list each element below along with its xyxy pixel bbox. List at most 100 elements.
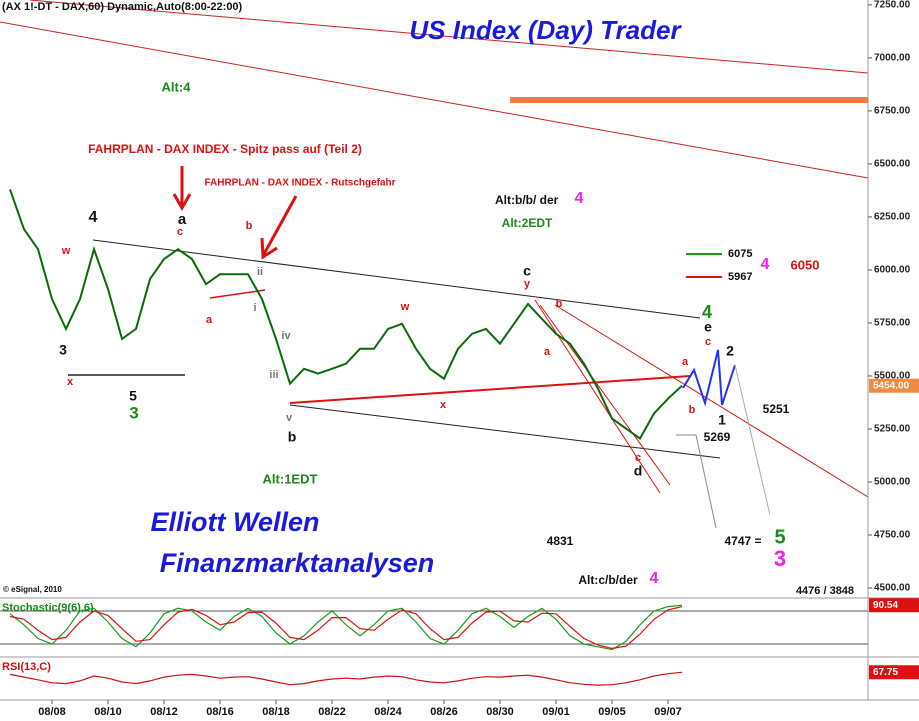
annotation: y bbox=[524, 278, 531, 290]
panel-title: Stochastic(9(6),6) bbox=[2, 602, 94, 614]
annotation: US Index (Day) Trader bbox=[409, 15, 682, 45]
annotation: 4831 bbox=[547, 534, 574, 548]
trend-line bbox=[29, 0, 869, 74]
y-tick-label: 5750.00 bbox=[874, 318, 911, 329]
annotation: Elliott Wellen bbox=[150, 507, 319, 537]
trend-line bbox=[289, 404, 721, 459]
y-tick-label: 4750.00 bbox=[874, 530, 911, 541]
annotation: x bbox=[440, 399, 447, 411]
x-tick-label: 08/26 bbox=[430, 706, 458, 718]
y-tick-label: 6500.00 bbox=[874, 159, 911, 170]
x-tick-label: 09/01 bbox=[542, 706, 570, 718]
value-box bbox=[869, 665, 919, 680]
annotation: b bbox=[246, 220, 253, 232]
projection bbox=[676, 434, 717, 529]
annotation: iii bbox=[269, 369, 278, 381]
annotation: 5967 bbox=[728, 271, 752, 283]
annotation: Alt:b/b/ der bbox=[495, 193, 559, 207]
annotation: 2 bbox=[726, 343, 734, 359]
annotation: i bbox=[253, 302, 256, 314]
annotation: a bbox=[682, 356, 689, 368]
value-label: 5454.00 bbox=[873, 380, 910, 391]
data-line bbox=[9, 671, 683, 686]
annotation: Alt:1EDT bbox=[263, 471, 318, 486]
y-tick-label: 7000.00 bbox=[874, 53, 911, 64]
annotation: x bbox=[67, 376, 74, 388]
y-tick-label: 5500.00 bbox=[874, 371, 911, 382]
x-tick-label: 08/18 bbox=[262, 706, 290, 718]
annotation: a bbox=[206, 314, 213, 326]
annotation: c bbox=[705, 336, 711, 348]
annotation: 4747 = bbox=[724, 534, 761, 548]
x-tick-label: 09/07 bbox=[654, 706, 682, 718]
y-tick-label: 6750.00 bbox=[874, 106, 911, 117]
annotation: © eSignal, 2010 bbox=[3, 585, 62, 594]
annotation: v bbox=[286, 412, 293, 424]
arrow bbox=[260, 195, 298, 260]
annotation: FAHRPLAN - DAX INDEX - Rutschgefahr bbox=[204, 178, 395, 189]
value-box bbox=[869, 598, 919, 613]
y-tick-label: 5000.00 bbox=[874, 477, 911, 488]
value-label: 90.54 bbox=[873, 600, 898, 611]
annotation: a bbox=[544, 346, 551, 358]
x-tick-label: 08/10 bbox=[94, 706, 122, 718]
x-tick-label: 08/24 bbox=[374, 706, 402, 718]
annotation: 5251 bbox=[763, 402, 790, 416]
annotation: 5 bbox=[129, 388, 137, 404]
annotation: iv bbox=[281, 330, 291, 342]
annotation: Finanzmarktanalysen bbox=[160, 548, 435, 578]
arrow bbox=[172, 166, 192, 212]
y-tick-label: 4500.00 bbox=[874, 583, 911, 594]
projection bbox=[734, 364, 771, 516]
value-box bbox=[869, 378, 919, 393]
annotation: c bbox=[635, 452, 641, 464]
annotation: Alt:4 bbox=[162, 79, 192, 94]
trend-line bbox=[539, 304, 671, 486]
annotation: b bbox=[556, 298, 563, 310]
annotation: e bbox=[704, 319, 712, 335]
annotation: b bbox=[288, 429, 297, 445]
trend-line bbox=[289, 375, 691, 404]
x-tick-label: 08/12 bbox=[150, 706, 178, 718]
projection bbox=[682, 349, 736, 407]
annotation: 4 bbox=[650, 570, 659, 587]
annotation: 4 bbox=[761, 256, 770, 273]
data-line bbox=[9, 604, 683, 651]
x-tick-label: 08/16 bbox=[206, 706, 234, 718]
data-line bbox=[9, 606, 683, 650]
annotation: a bbox=[178, 211, 187, 228]
annotation: Alt:c/b/der bbox=[578, 573, 638, 587]
value-label: 67.75 bbox=[873, 667, 898, 678]
annotation: 3 bbox=[59, 342, 67, 358]
y-tick-label: 6250.00 bbox=[874, 212, 911, 223]
annotation: c bbox=[523, 263, 531, 279]
y-tick-label: 5250.00 bbox=[874, 424, 911, 435]
annotation: FAHRPLAN - DAX INDEX - Spitz pass auf (T… bbox=[88, 142, 362, 156]
annotation: 6075 bbox=[728, 248, 752, 260]
x-tick-label: 08/22 bbox=[318, 706, 346, 718]
annotation: w bbox=[400, 301, 410, 313]
annotation: 4 bbox=[702, 302, 712, 322]
annotation: 4476 / 3848 bbox=[796, 585, 854, 597]
annotation: d bbox=[634, 463, 643, 479]
data-line bbox=[9, 189, 683, 440]
annotation: w bbox=[61, 245, 71, 257]
trend-line bbox=[0, 21, 869, 179]
y-tick-label: 7250.00 bbox=[874, 0, 911, 11]
annotation: b bbox=[689, 404, 696, 416]
x-tick-label: 08/08 bbox=[38, 706, 66, 718]
x-tick-label: 08/30 bbox=[486, 706, 514, 718]
y-tick-label: 6000.00 bbox=[874, 265, 911, 276]
annotation: c bbox=[177, 226, 183, 238]
annotation: 4 bbox=[575, 190, 584, 207]
annotation: 4 bbox=[89, 209, 98, 226]
annotation: 6050 bbox=[791, 257, 820, 272]
annotation: 5269 bbox=[704, 430, 731, 444]
annotation: ii bbox=[257, 266, 263, 278]
annotation: 3 bbox=[774, 546, 786, 571]
annotation: 5 bbox=[774, 526, 785, 548]
trend-line bbox=[209, 289, 266, 299]
x-tick-label: 09/05 bbox=[598, 706, 626, 718]
annotation: 3 bbox=[129, 403, 138, 422]
